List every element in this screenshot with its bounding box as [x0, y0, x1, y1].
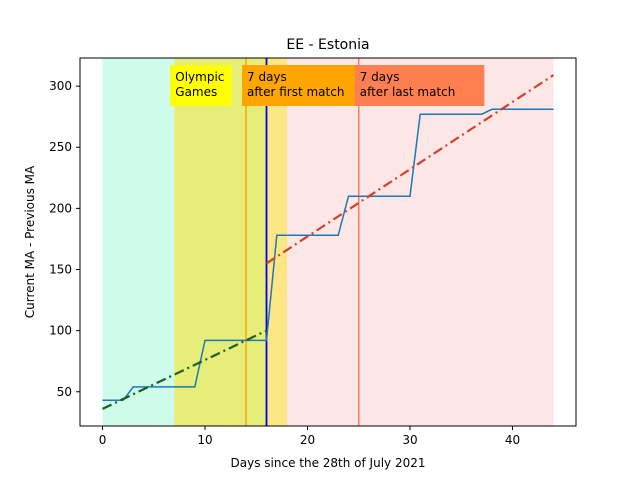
annotation-text-0-0: Olympic: [175, 70, 224, 84]
y-tick-label: 100: [49, 324, 72, 338]
series-lines: [102, 74, 555, 410]
y-tick-label: 300: [49, 79, 72, 93]
x-tick-label: 30: [402, 433, 417, 447]
annotation-text-1-0: 7 days: [247, 70, 287, 84]
y-tick-label: 200: [49, 201, 72, 215]
x-tick-label: 40: [505, 433, 520, 447]
y-tick-label: 50: [57, 385, 72, 399]
x-tick-label: 10: [197, 433, 212, 447]
y-tick-label: 150: [49, 263, 72, 277]
x-tick-label: 0: [99, 433, 107, 447]
annotation-text-2-0: 7 days: [360, 70, 400, 84]
x-axis-ticks: 0 10 20 30 40: [99, 426, 520, 447]
x-tick-label: 20: [300, 433, 315, 447]
annotation-box-2: [354, 65, 485, 106]
y-axis-label: Current MA - Previous MA: [23, 165, 37, 318]
annotation-text-1-1: after first match: [247, 85, 344, 99]
annotation-text-2-1: after last match: [360, 85, 456, 99]
annotation-box-0: [170, 65, 232, 106]
x-axis-label: Days since the 28th of July 2021: [231, 456, 426, 470]
y-tick-label: 250: [49, 140, 72, 154]
series-line-2: [265, 74, 555, 265]
plot-frame: [79, 57, 577, 427]
reference-lines: [245, 58, 360, 426]
background-bands: [102, 58, 554, 426]
y-axis-ticks: 50 100 150 200 250 300: [49, 79, 80, 399]
band-1: [174, 58, 267, 426]
band-0: [102, 58, 175, 426]
annotation-text-0-1: Games: [175, 85, 217, 99]
band-3: [287, 58, 554, 426]
chart-title: EE - Estonia: [286, 37, 369, 53]
